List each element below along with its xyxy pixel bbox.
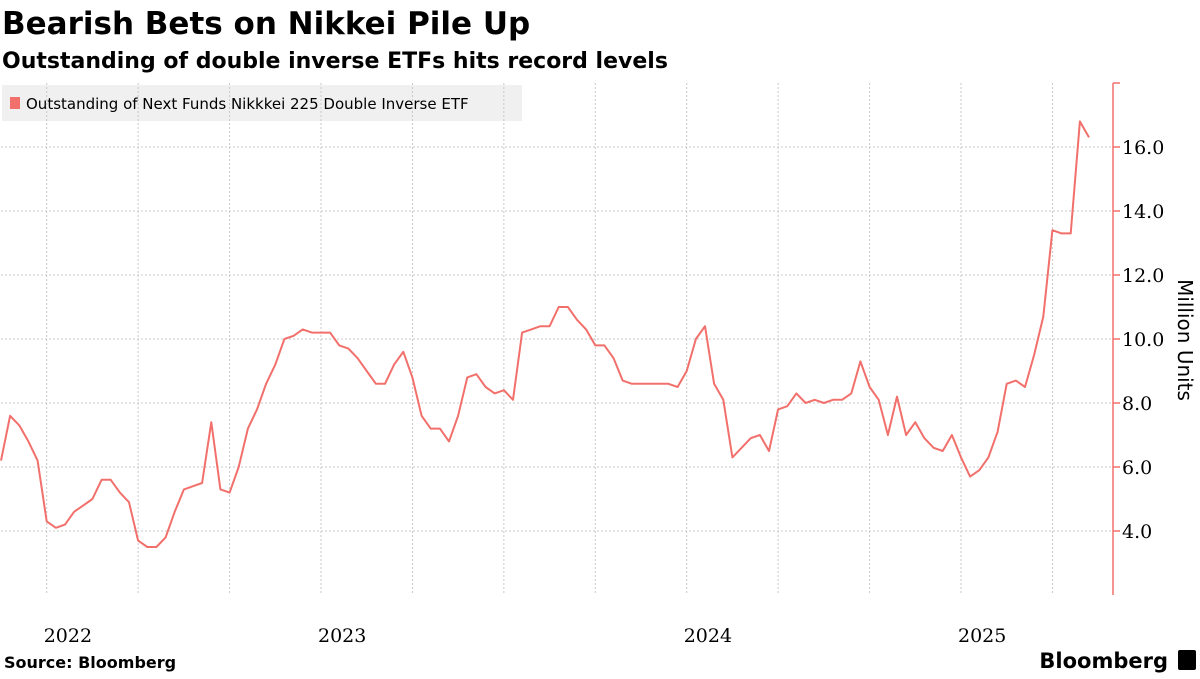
- chart-title: Bearish Bets on Nikkei Pile Up: [2, 6, 530, 42]
- source: Source: Bloomberg: [4, 653, 176, 672]
- y-tick-label: 16.0: [1122, 137, 1164, 159]
- chart-subtitle: Outstanding of double inverse ETFs hits …: [2, 49, 668, 74]
- line: [0, 120, 1090, 548]
- x-tick-label: 2025: [958, 625, 1006, 647]
- x-tick-label: 2024: [684, 625, 732, 647]
- y-tick-label: 4.0: [1122, 521, 1152, 543]
- x-tick-label: 2023: [318, 625, 366, 647]
- y-tick-label: 10.0: [1122, 329, 1164, 351]
- y-tick-label: 12.0: [1122, 265, 1164, 287]
- legend-swatch: [10, 97, 20, 109]
- legend-box: [2, 85, 522, 121]
- logo: Bloomberg: [1039, 649, 1168, 673]
- y-axis-label: Million Units: [1173, 279, 1197, 401]
- x-tick-label: 2022: [44, 625, 92, 647]
- legend-label: Outstanding of Next Funds Nikkkei 225 Do…: [26, 95, 469, 113]
- y-tick-label: 8.0: [1122, 393, 1152, 415]
- logo-icon: [1178, 650, 1196, 670]
- y-tick-label: 6.0: [1122, 457, 1152, 479]
- y-tick-label: 14.0: [1122, 201, 1164, 223]
